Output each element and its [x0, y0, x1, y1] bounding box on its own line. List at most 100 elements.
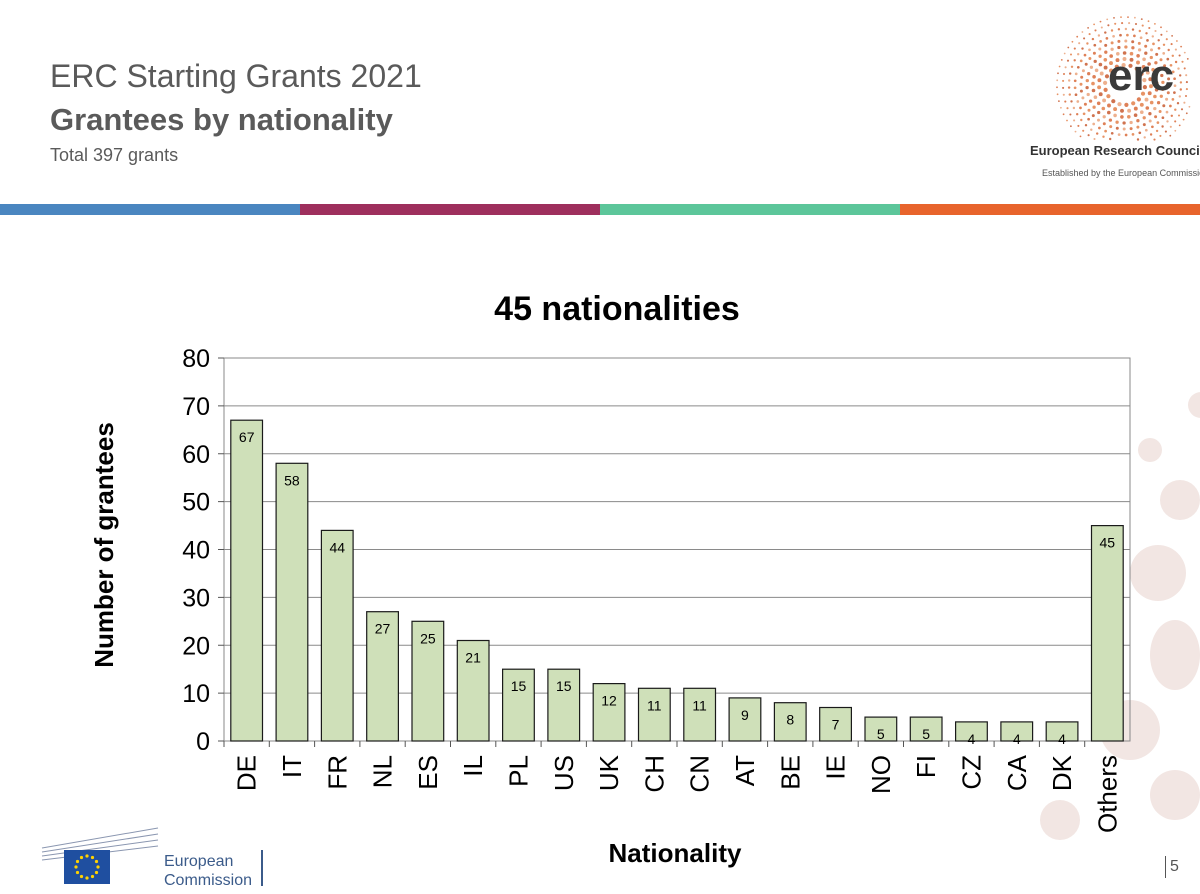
y-tick-label: 10 — [182, 680, 210, 708]
y-tick-label: 40 — [182, 537, 210, 565]
page-number: 5 — [1170, 858, 1179, 875]
bar-us — [547, 668, 581, 742]
x-tick-label: NL — [368, 755, 398, 788]
x-tick-label: BE — [775, 755, 805, 790]
data-label: 8 — [786, 712, 794, 728]
data-label: 45 — [1100, 535, 1116, 551]
x-tick-label: NO — [866, 755, 896, 794]
data-label: 9 — [741, 707, 749, 723]
x-axis-label: Nationality — [609, 838, 742, 868]
data-label: 21 — [465, 650, 481, 666]
bar-dk — [1045, 721, 1079, 742]
erc-logo: erc — [1056, 16, 1191, 141]
y-tick-label: 50 — [182, 489, 210, 517]
data-label: 15 — [556, 678, 572, 694]
bar-uk — [592, 683, 626, 742]
data-label: 12 — [601, 693, 617, 709]
x-tick-label: CH — [639, 755, 669, 793]
y-tick-label: 70 — [182, 393, 210, 421]
data-label: 4 — [1058, 731, 1066, 747]
x-tick-label: CN — [685, 755, 715, 793]
nationality-bar-chart: 45 nationalities Number of grantees Nati… — [89, 290, 1131, 868]
bar-ie — [819, 706, 853, 742]
data-label: 11 — [647, 697, 662, 713]
data-label: 5 — [922, 726, 930, 742]
x-tick-label: FR — [322, 755, 352, 790]
erc-wordmark: erc — [1108, 51, 1174, 100]
decorative-circle — [1150, 770, 1200, 820]
y-tick-label: 80 — [182, 345, 210, 373]
x-tick-label: UK — [594, 754, 624, 791]
bar-ca — [1000, 721, 1034, 742]
y-tick-label: 60 — [182, 441, 210, 469]
x-tick-label: CA — [1002, 754, 1032, 791]
header-color-stripe — [0, 204, 1200, 215]
x-tick-label: ES — [413, 755, 443, 790]
bar-ch — [637, 687, 671, 742]
bar-no — [864, 716, 898, 742]
stripe-green — [600, 204, 900, 215]
x-tick-label: DK — [1047, 754, 1077, 791]
x-tick-label: FI — [911, 755, 941, 778]
data-label: 27 — [375, 621, 391, 637]
ec-line-1: European — [164, 853, 234, 870]
bar-others — [1090, 525, 1124, 742]
decorative-circle — [1150, 620, 1200, 690]
eu-flag-stars — [74, 854, 100, 880]
x-tick-label: IL — [458, 755, 488, 777]
x-tick-label: PL — [504, 755, 534, 787]
bar-il — [456, 639, 490, 742]
logo-dot-pattern — [1056, 16, 1191, 141]
y-tick-label: 0 — [196, 728, 210, 756]
data-label: 4 — [1013, 731, 1021, 747]
chart-title: 45 nationalities — [494, 290, 740, 328]
decorative-circle — [1138, 438, 1162, 462]
bar-fr — [320, 529, 354, 742]
x-tick-label: AT — [730, 755, 760, 786]
decorative-circle — [1040, 800, 1080, 840]
data-label: 15 — [511, 678, 527, 694]
page-title: ERC Starting Grants 2021 — [50, 58, 422, 94]
total-grants: Total 397 grants — [50, 145, 179, 165]
data-label: 7 — [832, 717, 840, 733]
bar-cz — [954, 721, 988, 742]
european-commission-label: European Commission — [164, 852, 252, 890]
y-axis-label: Number of grantees — [89, 422, 119, 668]
x-tick-label: IT — [277, 755, 307, 778]
erc-tagline: Established by the European Commission — [1042, 168, 1200, 178]
page-subtitle: Grantees by nationality — [50, 102, 393, 137]
bar-de — [230, 419, 264, 742]
stripe-blue — [0, 204, 300, 215]
x-tick-label: US — [549, 755, 579, 791]
x-tick-label: IE — [821, 755, 851, 780]
data-label: 44 — [330, 539, 346, 555]
y-tick-label: 20 — [182, 632, 210, 660]
bar-fi — [909, 716, 943, 742]
x-tick-label: CZ — [956, 755, 986, 790]
stripe-magenta — [300, 204, 600, 215]
data-label: 25 — [420, 630, 436, 646]
data-label: 11 — [692, 697, 707, 713]
ec-divider — [261, 850, 263, 886]
bar-be — [773, 702, 807, 742]
bar-pl — [502, 668, 535, 742]
data-label: 4 — [968, 731, 976, 747]
decorative-circle — [1188, 392, 1200, 418]
bar-nl — [366, 611, 400, 742]
bar-es — [411, 620, 445, 742]
y-tick-label: 30 — [182, 584, 210, 612]
erc-name: European Research Council — [1030, 143, 1200, 158]
european-commission-logo — [41, 827, 159, 884]
x-tick-label: DE — [232, 755, 262, 791]
decorative-circle — [1130, 545, 1186, 601]
data-label: 58 — [284, 472, 300, 488]
data-label: 67 — [239, 429, 255, 445]
x-tick-label: Others — [1092, 755, 1122, 833]
data-label: 5 — [877, 726, 885, 742]
bar-it — [275, 462, 309, 742]
ec-line-2: Commission — [164, 872, 253, 889]
bar-at — [728, 697, 762, 742]
stripe-orange — [900, 204, 1200, 215]
bar-cn — [683, 687, 717, 742]
page-divider — [1165, 856, 1166, 878]
